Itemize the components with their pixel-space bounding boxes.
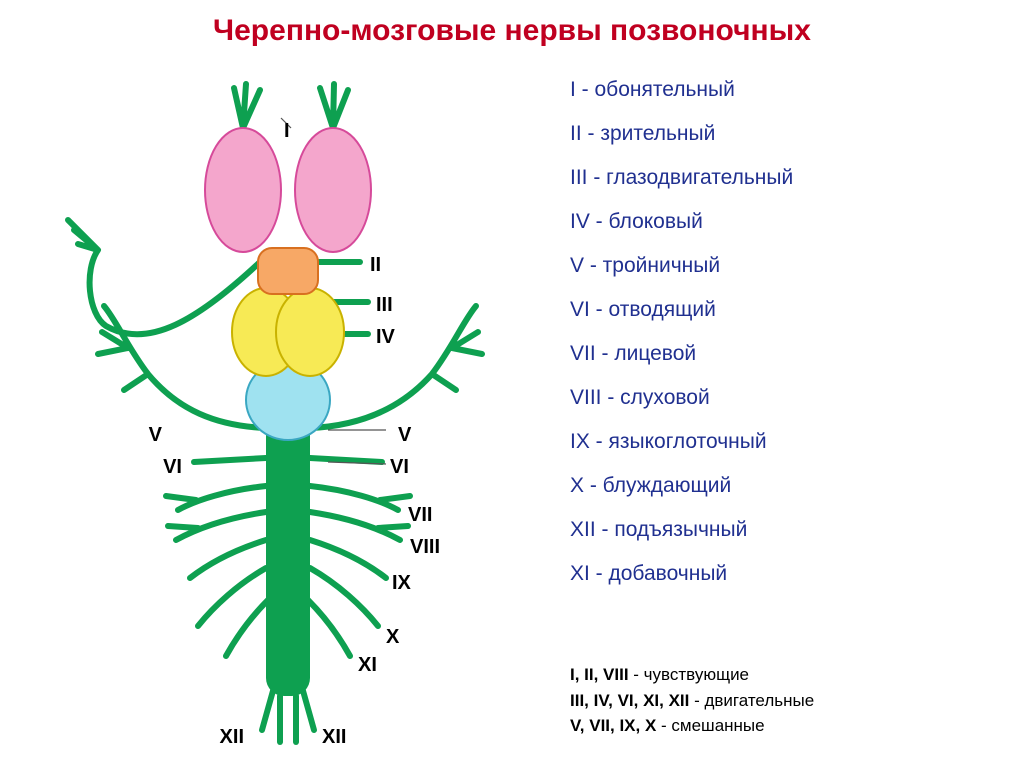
footer-classification: I, II, VIII - чувствующиеIII, IV, VI, XI… <box>570 662 814 739</box>
page-title: Черепно-мозговые нервы позвоночных <box>0 14 1024 48</box>
diagram-label: V <box>122 424 162 447</box>
nerve-XI-left <box>226 600 268 656</box>
legend-item: X - блуждающий <box>570 474 990 498</box>
footer-row: V, VII, IX, X - смешанные <box>570 713 814 739</box>
diagram-label: IX <box>392 572 411 595</box>
diagram-label: III <box>376 294 393 317</box>
nerve-VII-left <box>166 486 266 510</box>
mesencephalon-lobe-1 <box>276 288 344 376</box>
nerve-VIII-left <box>168 512 266 540</box>
diagram-label: XII <box>322 726 346 749</box>
legend-item: XII - подъязычный <box>570 518 990 542</box>
diagram-label: VII <box>408 504 432 527</box>
nerve-XI-right <box>308 600 350 656</box>
diagram-label: I <box>284 120 290 143</box>
diagram-label: X <box>386 626 399 649</box>
diagram-label: VIII <box>410 536 440 559</box>
olfactory-bulb-0 <box>205 128 281 252</box>
legend-item: I - обонятельный <box>570 78 990 102</box>
legend-item: XI - добавочный <box>570 562 990 586</box>
legend-item: III - глазодвигательный <box>570 166 990 190</box>
legend-item: V - тройничный <box>570 254 990 278</box>
nerve-VIII-right <box>310 512 408 540</box>
diagram-label: IV <box>376 326 395 349</box>
medulla <box>266 416 310 696</box>
diagram-label: II <box>370 254 381 277</box>
footer-row: I, II, VIII - чувствующие <box>570 662 814 688</box>
nerve-I-left <box>234 84 260 128</box>
nerve-VII-right <box>310 486 410 510</box>
legend-item: VII - лицевой <box>570 342 990 366</box>
legend-item: II - зрительный <box>570 122 990 146</box>
legend-item: VIII - слуховой <box>570 386 990 410</box>
diagram-label: V <box>398 424 411 447</box>
diagram-label: VI <box>142 456 182 479</box>
footer-row: III, IV, VI, XI, XII - двигательные <box>570 688 814 714</box>
diencephalon <box>258 248 318 294</box>
nerve-VI-right <box>310 458 382 462</box>
legend-item: IV - блоковый <box>570 210 990 234</box>
legend-list: I - обонятельный II - зрительный III - гла… <box>570 78 990 606</box>
diagram-label: VI <box>390 456 409 479</box>
brain-nerves-diagram: IIIIIIIVVVIVIIVIIIIXXXIXIIVVIXII <box>28 70 548 750</box>
legend-item: IX - языкоглоточный <box>570 430 990 454</box>
nerve-VI-left <box>194 458 266 462</box>
legend-item: VI - отводящий <box>570 298 990 322</box>
olfactory-bulb-1 <box>295 128 371 252</box>
diagram-label: XII <box>204 726 244 749</box>
nerve-I-right <box>320 84 348 128</box>
diagram-label: XI <box>358 654 377 677</box>
